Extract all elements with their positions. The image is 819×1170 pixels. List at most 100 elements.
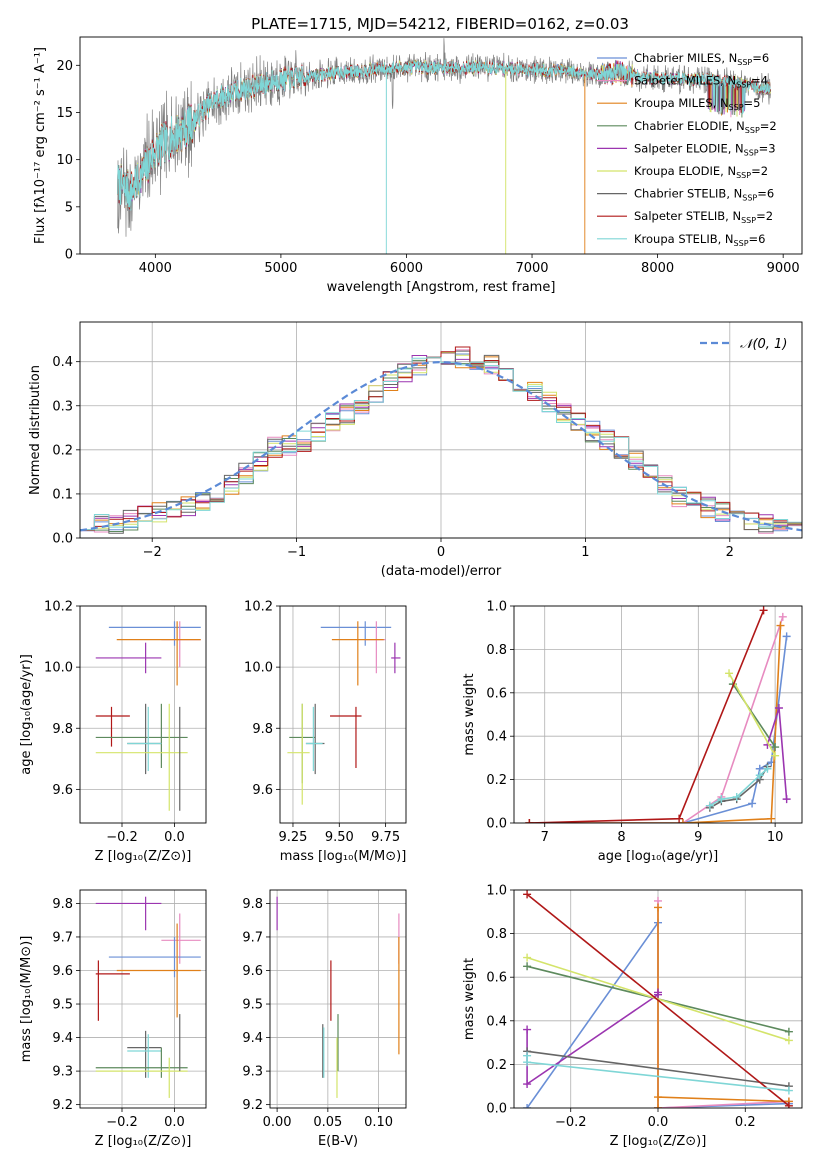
y-tick-label: 0.0 bbox=[486, 1102, 507, 1117]
mass-vs-reddening-panel: 0.00 0.05 0.10 9.2 9.3 9.4 9.5 9.6 9.7 9.8 E(B-V) bbox=[242, 889, 407, 1149]
y-tick-label: 15 bbox=[56, 106, 73, 121]
mass-weight-line bbox=[529, 616, 784, 823]
axes-frame bbox=[513, 889, 803, 1109]
plus-marker bbox=[782, 632, 791, 641]
plus-marker bbox=[784, 1101, 793, 1108]
legend-entry: Salpeter MILES, NSSP=4 bbox=[634, 74, 768, 90]
mass-weight-line bbox=[529, 625, 782, 823]
y-tick-label: 0.3 bbox=[52, 399, 73, 414]
y-tick-label: 9.5 bbox=[242, 998, 263, 1013]
x-tick-label: 4000 bbox=[139, 261, 172, 276]
x-tick-label: 9.50 bbox=[325, 830, 354, 845]
legend-entry: Kroupa ELODIE, NSSP=2 bbox=[634, 164, 768, 180]
x-axis-label: (data-model)/error bbox=[381, 564, 502, 579]
error-bar-point bbox=[320, 621, 392, 646]
legend-entry: 𝒩(0, 1) bbox=[740, 337, 787, 352]
plus-marker bbox=[784, 1086, 793, 1095]
error-bar-point bbox=[95, 706, 130, 747]
y-tick-label: 9.2 bbox=[52, 1098, 73, 1113]
y-tick-label: 9.6 bbox=[252, 783, 273, 798]
error-bar-point bbox=[108, 621, 201, 646]
y-tick-label: 20 bbox=[56, 59, 73, 74]
plus-marker bbox=[717, 795, 726, 804]
y-tick-label: 10.0 bbox=[44, 661, 73, 676]
x-tick-label: 6000 bbox=[390, 261, 423, 276]
x-axis-label: Z [log₁₀(Z/Z⊙)] bbox=[95, 1134, 192, 1149]
error-bar-point bbox=[108, 936, 201, 978]
x-tick-label: 10 bbox=[767, 830, 784, 845]
y-tick-label: 0.0 bbox=[52, 532, 73, 547]
y-tick-label: 0.4 bbox=[52, 355, 73, 370]
x-tick-label: 0.0 bbox=[648, 1115, 669, 1130]
y-tick-label: 0.2 bbox=[52, 443, 73, 458]
legend-entry: Chabrier STELIB, NSSP=6 bbox=[634, 187, 774, 203]
y-tick-label: 9.6 bbox=[52, 964, 73, 979]
plus-marker bbox=[523, 1025, 532, 1034]
x-tick-label: 0.10 bbox=[364, 1115, 393, 1130]
x-tick-label: 2 bbox=[726, 545, 734, 560]
plus-marker bbox=[782, 795, 791, 804]
plot-area bbox=[117, 38, 771, 254]
x-tick-label: −2 bbox=[143, 545, 162, 560]
error-bar-point bbox=[161, 621, 201, 668]
y-axis-label: mass weight bbox=[462, 673, 477, 755]
y-tick-label: 0.1 bbox=[52, 487, 73, 502]
y-axis-label: Normed distribution bbox=[28, 365, 43, 495]
error-bar-point bbox=[95, 703, 188, 811]
plot-area bbox=[80, 346, 802, 538]
axes-frame bbox=[513, 605, 803, 824]
plus-marker bbox=[675, 814, 684, 823]
mass-weight-line bbox=[526, 1050, 790, 1087]
y-tick-label: 0.2 bbox=[486, 1058, 507, 1073]
legend-entry: Kroupa STELIB, NSSP=6 bbox=[634, 232, 765, 248]
spectrum-legend: Chabrier MILES, NSSP=6 Salpeter MILES, NS… bbox=[597, 51, 777, 248]
x-tick-label: 0.00 bbox=[263, 1115, 292, 1130]
y-tick-label: 0.4 bbox=[486, 1014, 507, 1029]
x-tick-label: −1 bbox=[287, 545, 306, 560]
plot-area bbox=[95, 621, 201, 811]
legend-entry: Chabrier MILES, NSSP=6 bbox=[634, 51, 769, 67]
plus-marker bbox=[732, 792, 741, 801]
error-bar-point bbox=[95, 1047, 188, 1078]
axes-frame bbox=[79, 36, 803, 255]
grid-lines bbox=[80, 605, 206, 823]
y-tick-label: 1.0 bbox=[486, 600, 507, 615]
y-tick-label: 10.0 bbox=[244, 661, 273, 676]
normal-distribution-curve bbox=[80, 360, 802, 532]
mass-weight-line bbox=[526, 893, 790, 1107]
grid-lines bbox=[280, 605, 406, 823]
x-tick-label: 9 bbox=[694, 830, 702, 845]
y-tick-label: 9.3 bbox=[52, 1065, 73, 1080]
error-bar-point bbox=[127, 706, 162, 772]
x-axis-label: Z [log₁₀(Z/Z⊙)] bbox=[95, 849, 192, 864]
error-bar-point bbox=[305, 703, 325, 775]
mass-weight-line bbox=[657, 907, 789, 1108]
plus-marker bbox=[654, 1093, 662, 1102]
y-tick-label: 0 bbox=[65, 248, 73, 263]
plus-marker bbox=[523, 890, 532, 899]
error-bar-point bbox=[331, 621, 384, 686]
spectrum-panel: 4000 5000 6000 7000 8000 9000 0 5 10 15 20 waveleng… bbox=[33, 36, 803, 295]
x-tick-label: 8000 bbox=[641, 261, 674, 276]
x-tick-label: 0.0 bbox=[164, 830, 185, 845]
x-tick-label: −0.2 bbox=[555, 1115, 587, 1130]
error-bar-point bbox=[391, 642, 401, 674]
legend-entry: Kroupa MILES, NSSP=5 bbox=[634, 96, 760, 112]
plus-marker bbox=[678, 819, 687, 823]
plus-marker bbox=[759, 606, 768, 615]
error-bar-point bbox=[116, 923, 201, 1018]
age-vs-metallicity-panel: −0.2 0.0 9.6 9.8 10.0 10.2 Z [log₁₀(Z/Z⊙)] age … bbox=[19, 600, 207, 864]
plus-marker bbox=[523, 1080, 532, 1089]
residuals-panel: −2 −1 0 1 2 0.0 0.1 0.2 0.3 0.4 (data-model)/error… bbox=[28, 321, 803, 579]
x-axis-label: Z [log₁₀(Z/Z⊙)] bbox=[610, 1134, 707, 1149]
y-tick-label: 9.8 bbox=[52, 722, 73, 737]
error-bar-point bbox=[95, 1057, 188, 1098]
error-bar-point bbox=[116, 621, 201, 686]
plus-marker bbox=[523, 962, 532, 971]
y-tick-label: 10.2 bbox=[44, 600, 73, 615]
plus-marker bbox=[763, 764, 772, 773]
y-tick-label: 9.2 bbox=[242, 1098, 263, 1113]
x-tick-label: 0.05 bbox=[313, 1115, 342, 1130]
mass-weight-line bbox=[728, 672, 776, 757]
mass-weight-vs-age-panel: 7 8 9 10 0.0 0.2 0.4 0.6 0.8 1.0 age [log₁₀(age/yr… bbox=[462, 600, 803, 864]
